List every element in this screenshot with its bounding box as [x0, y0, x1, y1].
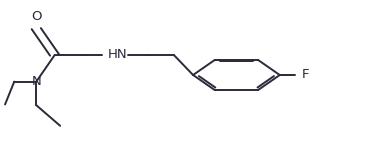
Text: F: F [302, 69, 309, 81]
Text: O: O [31, 10, 41, 23]
Text: N: N [31, 75, 41, 88]
Text: HN: HN [107, 48, 127, 61]
